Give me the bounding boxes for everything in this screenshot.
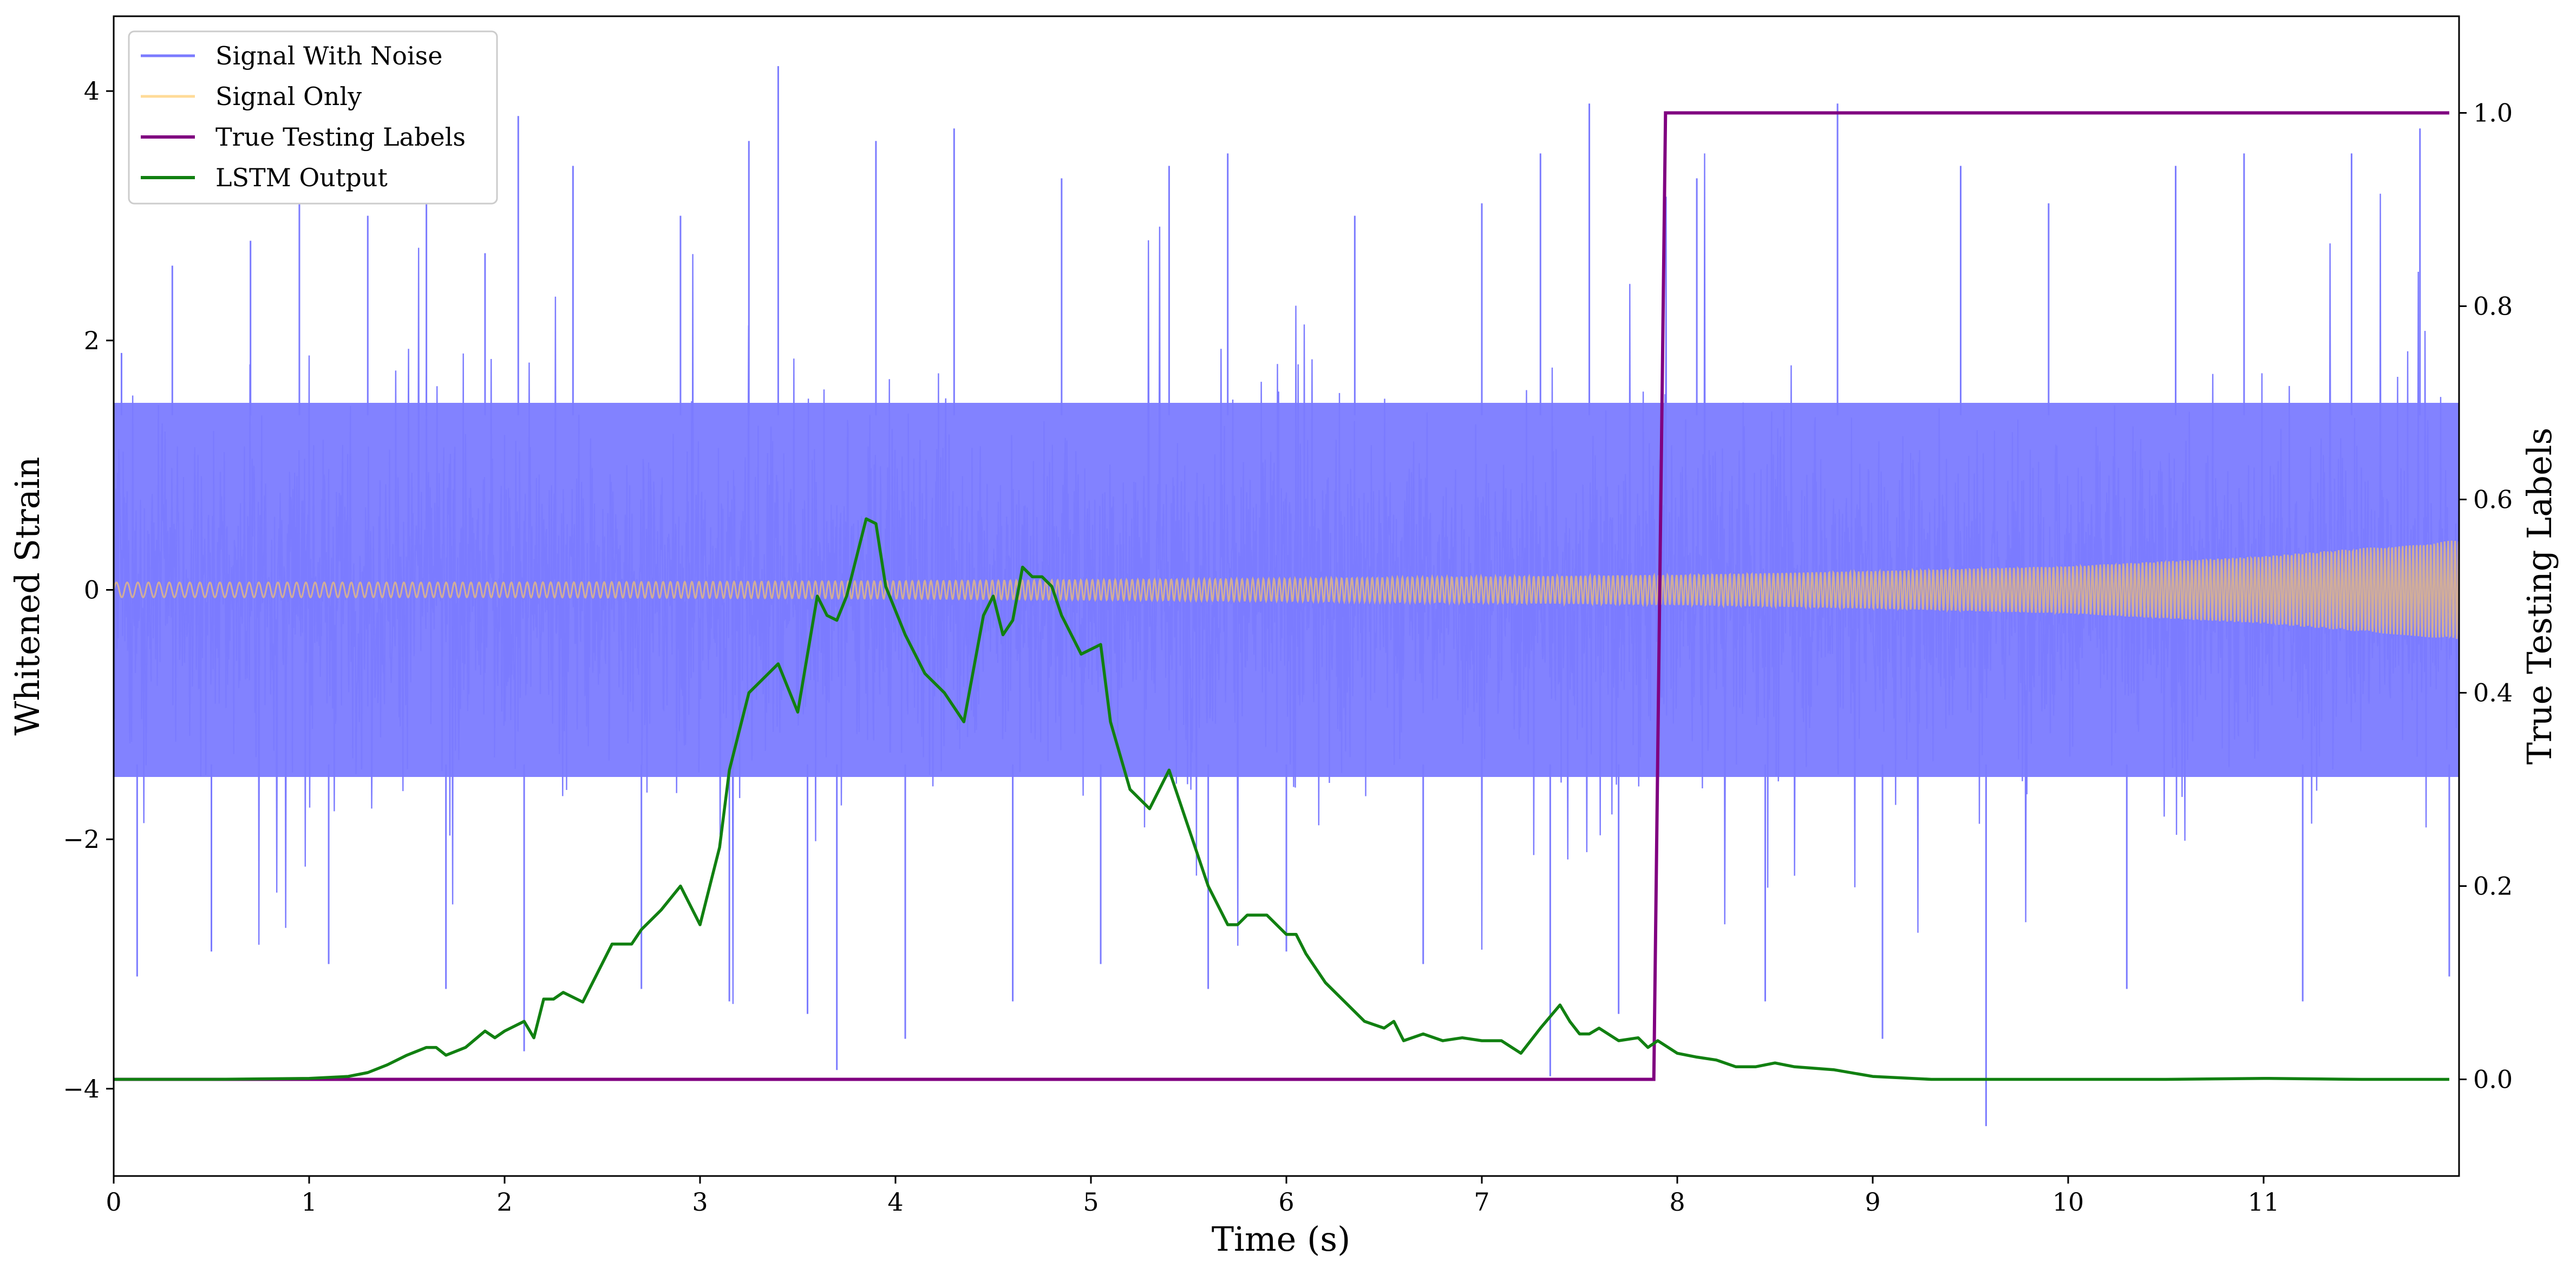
x-tick-label: 4 <box>887 1187 903 1217</box>
x-tick-label: 6 <box>1278 1187 1294 1217</box>
legend-entry-label: Signal With Noise <box>215 41 442 70</box>
signal-only-line <box>114 540 2459 639</box>
x-tick-label: 10 <box>2052 1187 2084 1217</box>
legend-box <box>128 30 498 205</box>
x-tick-label: 5 <box>1083 1187 1099 1217</box>
right-y-axis-label: True Testing Labels <box>2520 428 2559 765</box>
left-y-tick-label: −4 <box>63 1074 100 1103</box>
right-y-tick-label: 0.2 <box>2473 872 2513 901</box>
legend: Signal With Noise Signal Only True Testing… <box>128 30 498 205</box>
left-y-tick-label: −2 <box>63 825 100 854</box>
x-tick-label: 2 <box>496 1187 512 1217</box>
signal-only-series-layer <box>114 540 2459 639</box>
x-tick-label: 8 <box>1669 1187 1685 1217</box>
x-axis-ticks: 0 1 2 3 4 5 6 7 8 9 10 11 <box>106 1176 2279 1217</box>
x-axis-label: Time (s) <box>1212 1219 1351 1259</box>
lstm-output-series-layer <box>114 517 2449 1081</box>
legend-entry-label: LSTM Output <box>215 163 388 192</box>
left-y-tick-label: 4 <box>84 76 100 106</box>
x-tick-label: 1 <box>301 1187 317 1217</box>
legend-entry-label: Signal Only <box>215 82 362 111</box>
left-y-axis-label: Whitened Strain <box>8 457 47 736</box>
x-tick-label: 7 <box>1474 1187 1489 1217</box>
true-labels-series-layer <box>114 111 2449 1081</box>
lstm-output-line <box>114 517 2449 1081</box>
right-y-tick-label: 0.6 <box>2473 485 2513 514</box>
left-y-axis-ticks: −4 −2 0 2 4 <box>63 76 114 1103</box>
legend-entry-label: True Testing Labels <box>215 122 466 152</box>
x-tick-label: 3 <box>692 1187 708 1217</box>
true-testing-labels-line <box>114 111 2449 1081</box>
right-y-tick-label: 1.0 <box>2473 99 2513 128</box>
x-tick-label: 0 <box>106 1187 121 1217</box>
right-y-tick-label: 0.4 <box>2473 678 2513 708</box>
left-y-tick-label: 2 <box>84 326 100 355</box>
left-y-tick-label: 0 <box>84 575 100 604</box>
x-tick-label: 9 <box>1865 1187 1880 1217</box>
right-y-tick-label: 0.0 <box>2473 1065 2513 1094</box>
right-y-tick-label: 0.8 <box>2473 292 2513 321</box>
x-tick-label: 11 <box>2248 1187 2280 1217</box>
right-y-axis-ticks: 0.0 0.2 0.4 0.6 0.8 1.0 <box>2459 99 2513 1094</box>
